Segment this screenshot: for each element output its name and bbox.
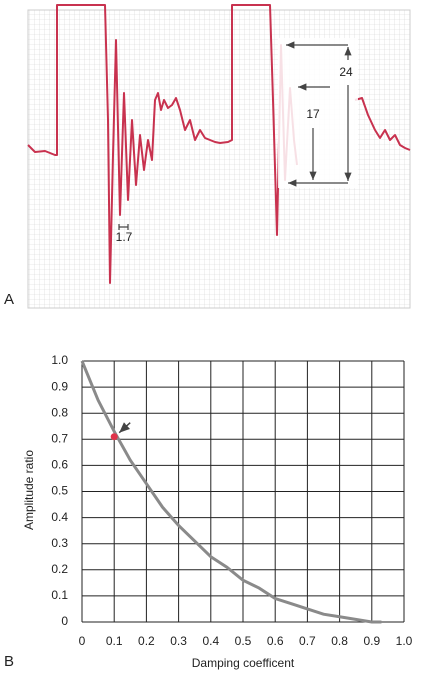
curve (80, 360, 382, 624)
x-tick-label: 0.7 (299, 634, 316, 648)
x-tick-label: 0.5 (235, 634, 252, 648)
panel-b: B Damping coefficent Amplitude ratio (4, 450, 295, 671)
x-axis-label: Damping coefficent (192, 656, 295, 670)
y-tick-label: 0.8 (51, 405, 68, 419)
y-tick-label: 0.1 (51, 588, 68, 602)
y-tick-label: 0.7 (51, 431, 68, 445)
x-tick-label: 0.9 (363, 634, 380, 648)
y-tick-label: 0.9 (51, 379, 68, 393)
y-axis-label: Amplitude ratio (22, 450, 36, 530)
x-tick-label: 0.2 (138, 634, 155, 648)
y-tick-label: 0.4 (51, 510, 68, 524)
x-tick-label: 0.8 (331, 634, 348, 648)
y-tick-label: 1.0 (51, 353, 68, 367)
highlight-point (110, 433, 118, 441)
x-tick-label: 0.6 (267, 634, 284, 648)
x-tick-label: 1.0 (396, 634, 413, 648)
y-tick-label: 0.6 (51, 458, 68, 472)
annotation: 1.7 (116, 230, 133, 244)
pressure-trace (27, 4, 298, 284)
y-tick-label: 0 (61, 614, 68, 628)
arrows (118, 41, 352, 230)
panel-label: A (4, 291, 14, 308)
x-tick-label: 0 (79, 634, 86, 648)
pressure-trace (354, 97, 411, 151)
x-tick-label: 0.4 (202, 634, 219, 648)
pointer-arrow (118, 422, 131, 434)
annotation-box (278, 38, 358, 188)
y-tick-label: 0.5 (51, 484, 68, 498)
x-tick-label: 0.1 (106, 634, 123, 648)
panel-label: B (4, 653, 14, 670)
panel-a: 1.7 24 17 A (4, 4, 411, 309)
y-tick-label: 0.2 (51, 562, 68, 576)
x-tick-label: 0.3 (170, 634, 187, 648)
y-tick-label: 0.3 (51, 536, 68, 550)
annotation: 24 (339, 65, 353, 79)
annotation: 17 (306, 107, 320, 121)
